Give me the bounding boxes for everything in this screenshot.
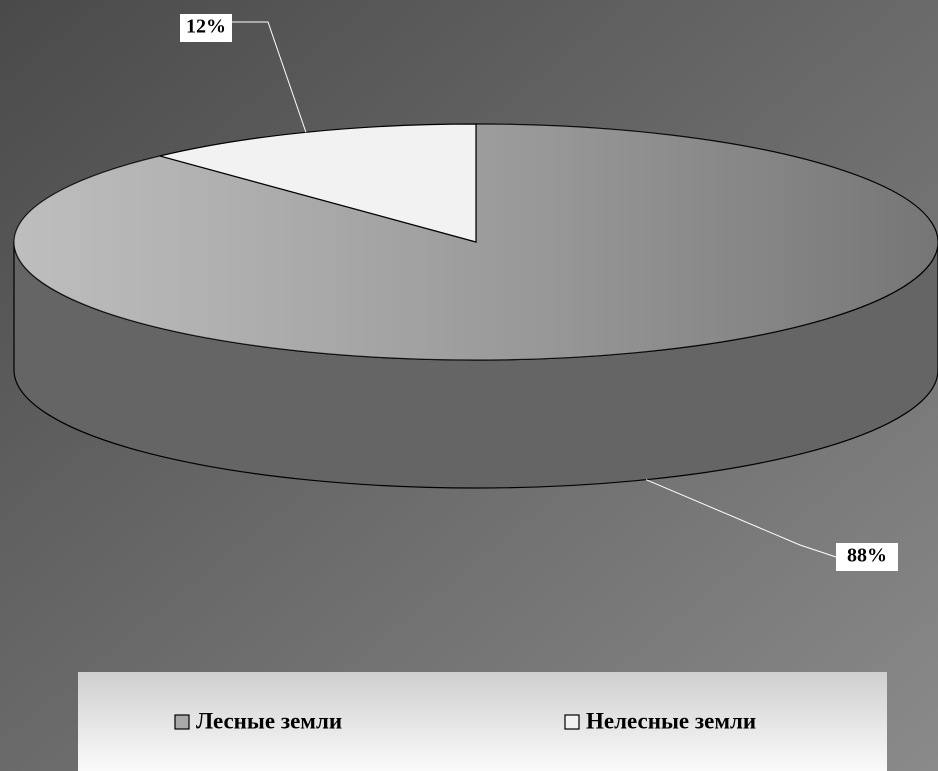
leader-line	[645, 479, 837, 558]
data-label: 12%	[186, 16, 226, 38]
data-label: 88%	[847, 545, 887, 567]
pie-side-shade	[14, 242, 938, 488]
legend-label: Нелесные земли	[586, 708, 756, 733]
legend-marker	[174, 714, 190, 730]
data-label-box	[180, 14, 232, 42]
leader-line	[232, 21, 307, 133]
data-label-box	[836, 543, 898, 571]
legend-marker	[564, 714, 580, 730]
legend-box	[78, 672, 887, 771]
legend-label: Лесные земли	[196, 708, 342, 733]
pie-slice	[159, 123, 477, 243]
